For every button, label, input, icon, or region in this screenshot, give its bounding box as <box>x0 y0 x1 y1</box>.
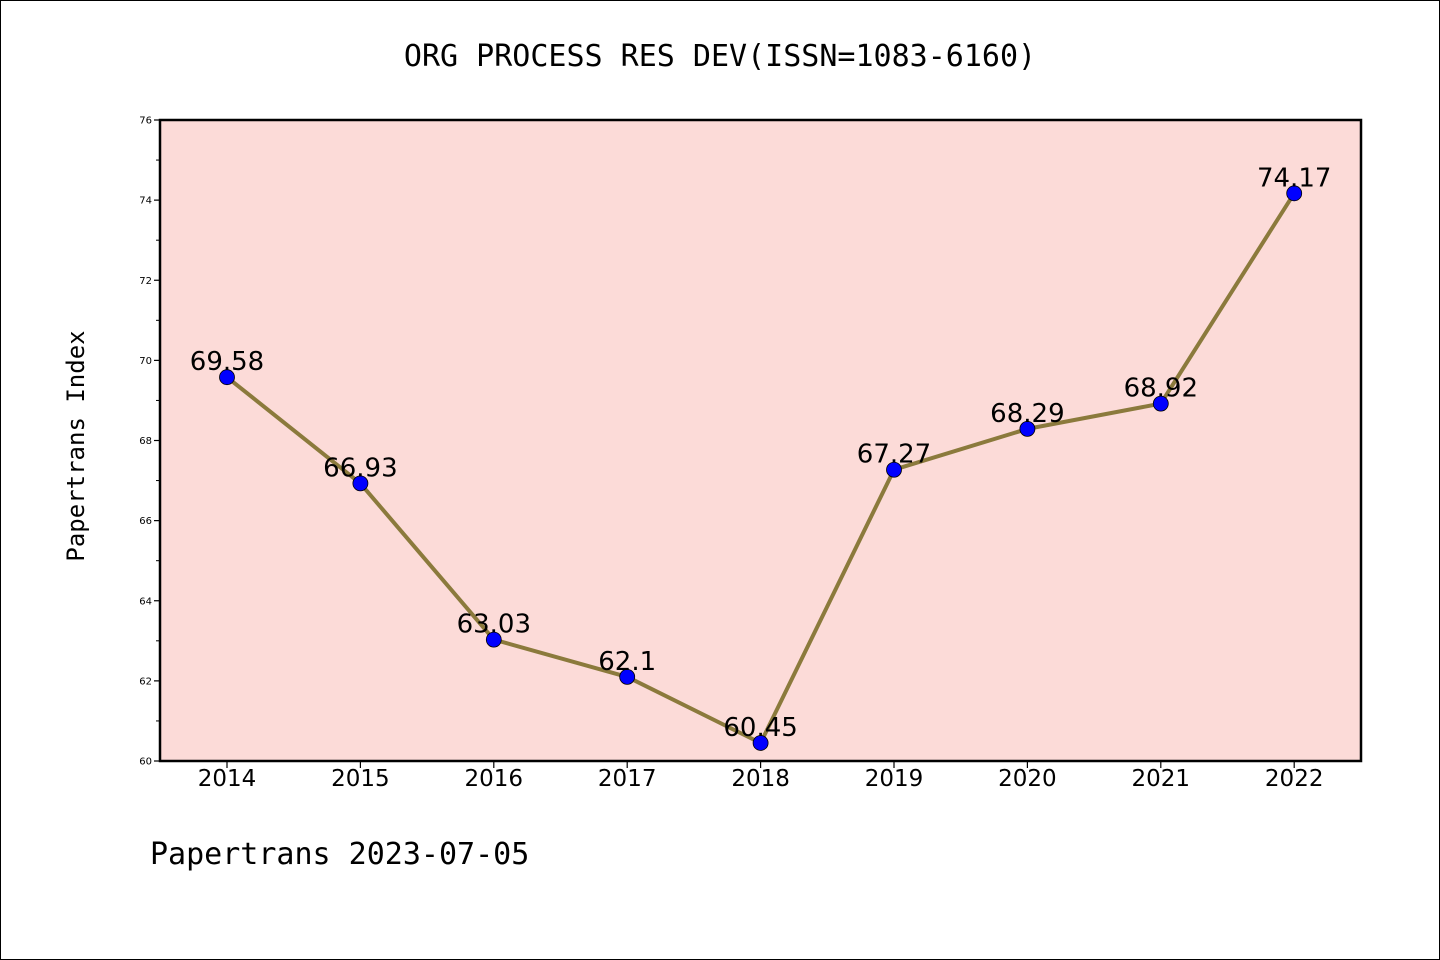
data-point-marker <box>352 475 369 492</box>
y-tick-label: 72 <box>139 276 152 287</box>
y-tick-label: 64 <box>139 596 152 607</box>
y-tick-label: 68 <box>139 436 152 447</box>
x-tick-label: 2015 <box>331 766 390 792</box>
data-point-marker <box>1152 395 1169 412</box>
data-point-marker <box>619 668 636 685</box>
data-label: 66.93 <box>323 453 397 483</box>
data-point-marker <box>886 461 902 478</box>
data-point-marker <box>219 369 235 386</box>
x-tick-label: 2014 <box>198 766 257 792</box>
data-label: 69.58 <box>190 347 264 377</box>
x-tick-label: 2021 <box>1132 766 1191 792</box>
data-label: 74.17 <box>1257 163 1331 193</box>
y-tick-label: 70 <box>139 356 152 367</box>
y-tick-label: 60 <box>139 757 152 768</box>
data-point-marker <box>752 735 769 751</box>
data-label: 68.29 <box>990 399 1064 429</box>
plot-area <box>160 120 1361 761</box>
x-tick-label: 2019 <box>865 766 924 792</box>
x-tick-label: 2022 <box>1265 766 1324 792</box>
x-tick-label: 2020 <box>998 766 1057 792</box>
y-tick-label: 62 <box>139 676 152 687</box>
x-tick-label: 2018 <box>731 766 790 792</box>
y-tick-label: 66 <box>139 516 152 527</box>
y-tick-label: 74 <box>139 196 152 207</box>
x-tick-label: 2016 <box>465 766 524 792</box>
data-label: 68.92 <box>1124 374 1198 404</box>
data-point-marker <box>1019 420 1036 437</box>
plot-border <box>158 118 1363 763</box>
data-label: 62.1 <box>598 647 656 677</box>
x-tick-label: 2017 <box>598 766 657 792</box>
data-point-marker <box>485 631 502 648</box>
footer-text: Papertrans 2023-07-05 <box>150 837 529 872</box>
chart-title: ORG PROCESS RES DEV(ISSN=1083-6160) <box>404 39 1036 74</box>
data-label: 63.03 <box>457 610 531 640</box>
data-label: 60.45 <box>723 713 797 743</box>
y-tick-label: 76 <box>139 116 152 127</box>
data-point-marker <box>1286 185 1303 202</box>
y-axis-label: Papertrans Index <box>62 330 90 561</box>
data-label: 67.27 <box>857 440 931 470</box>
